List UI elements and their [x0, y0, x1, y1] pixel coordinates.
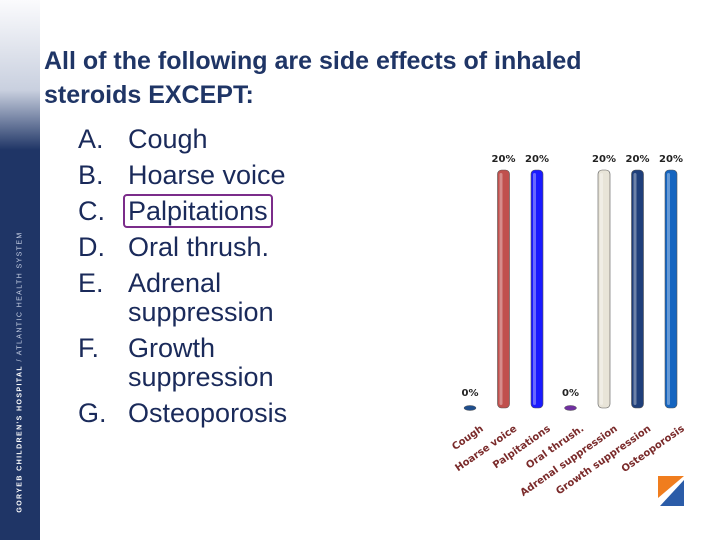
- option-letter: F.: [78, 333, 100, 363]
- option-text: Cough: [128, 124, 208, 154]
- answer-option: C. Palpitations: [78, 194, 298, 228]
- option-letter: C.: [78, 196, 105, 226]
- answer-options-list: A. Cough B. Hoarse voice C. Palpitations D. Ora…: [78, 125, 298, 435]
- chart-value-label: 0%: [562, 388, 579, 399]
- answer-option: D. Oral thrush.: [78, 233, 298, 262]
- option-text: Hoarse voice: [128, 160, 286, 190]
- option-letter: B.: [78, 160, 104, 190]
- chart-value-label: 0%: [462, 388, 479, 399]
- option-letter: A.: [78, 124, 104, 154]
- chart-value-label: 20%: [592, 154, 616, 165]
- answer-option: E. Adrenal suppression: [78, 269, 298, 327]
- option-letter: E.: [78, 268, 104, 298]
- sidebar-strip: GORYEB CHILDREN'S HOSPITAL / ATLANTIC HE…: [0, 0, 40, 540]
- chart-bar-shine: [600, 173, 603, 405]
- option-letter: G.: [78, 398, 107, 428]
- option-text: Adrenal suppression: [128, 268, 274, 327]
- logo-blue-shape: [660, 480, 684, 506]
- option-letter: D.: [78, 232, 105, 262]
- sidebar-branding: GORYEB CHILDREN'S HOSPITAL / ATLANTIC HE…: [17, 231, 24, 512]
- logo-orange-shape: [658, 476, 684, 498]
- answer-option: B. Hoarse voice: [78, 161, 298, 190]
- chart-bar: [664, 169, 678, 409]
- chart-value-label: 20%: [525, 154, 549, 165]
- chart-value-label: 20%: [492, 154, 516, 165]
- chart-category-label: Palpitations: [491, 423, 553, 471]
- chart-bar-shine: [633, 173, 637, 405]
- chart-bar: [497, 169, 510, 409]
- chart-bar-shine: [533, 173, 536, 405]
- chart-value-label: 20%: [626, 154, 650, 165]
- answer-highlight-box: [123, 194, 273, 228]
- option-text: Osteoporosis: [128, 398, 288, 428]
- sidebar-system-name: / ATLANTIC HEALTH SYSTEM: [16, 231, 24, 365]
- chart-bar: [597, 169, 611, 409]
- answer-option: F. Growth suppression: [78, 334, 298, 392]
- option-text: Oral thrush.: [128, 232, 270, 262]
- answer-option: A. Cough: [78, 125, 298, 154]
- option-text: Palpitations: [123, 194, 273, 228]
- sidebar-gradient: [0, 0, 40, 150]
- chart-bar: [631, 169, 644, 409]
- chart-value-label: 20%: [659, 154, 683, 165]
- chart-category-label: Osteoporosis: [620, 423, 687, 475]
- chart-bar: [530, 169, 544, 409]
- question-title: All of the following are side effects of…: [44, 47, 582, 109]
- chart-bar-shine: [667, 173, 670, 405]
- chart-bar-zero: [463, 405, 477, 411]
- option-text: Growth suppression: [128, 333, 274, 392]
- atlantic-health-logo: [658, 476, 684, 506]
- sidebar-hospital-name: GORYEB CHILDREN'S HOSPITAL: [16, 364, 24, 513]
- answer-option: G. Osteoporosis: [78, 399, 298, 428]
- chart-bar-zero: [564, 405, 577, 411]
- chart-bar-shine: [499, 173, 503, 405]
